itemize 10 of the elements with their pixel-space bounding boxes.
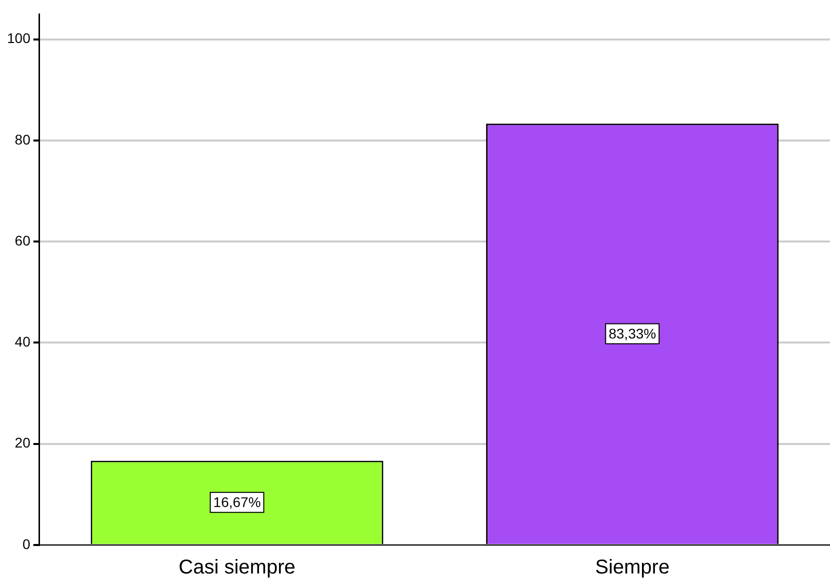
y-tick-label: 40 xyxy=(14,334,31,350)
y-tick-label: 0 xyxy=(22,536,31,552)
y-tick-label: 60 xyxy=(14,232,31,248)
data-label: 16,67% xyxy=(213,494,261,510)
y-tick-label: 80 xyxy=(14,131,31,148)
x-tick-label: Siempre xyxy=(595,556,670,579)
data-label: 83,33% xyxy=(608,326,656,342)
y-tick-label: 100 xyxy=(7,30,31,46)
x-tick-label: Casi siempre xyxy=(178,556,296,579)
y-tick-label: 20 xyxy=(14,434,31,451)
